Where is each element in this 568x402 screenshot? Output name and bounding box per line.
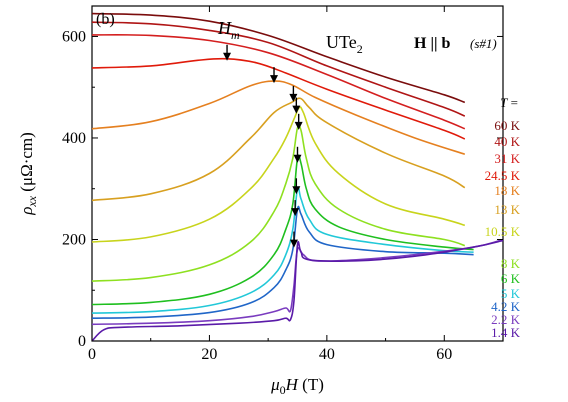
series-line-40-K: [91, 21, 466, 117]
y-tick-label-200: 200: [62, 231, 86, 248]
plot-frame: [91, 5, 504, 342]
series-line-10-5-K: [91, 106, 466, 243]
arrow-head-6: [292, 186, 301, 195]
series-line-18-K: [91, 80, 466, 155]
legend-labels: T = 60 K40 K 31 K 24.5 K18 K 13 K 10.5 K 8 K6 …: [485, 95, 521, 340]
y-tick-label-600: 600: [62, 28, 86, 45]
legend-label-40-K: 40 K: [494, 134, 520, 149]
y-axis-title: ρxx (μΩ·cm): [17, 132, 39, 216]
series-line-1-4-K: [91, 239, 504, 342]
x-tick-label-0: 0: [88, 346, 96, 363]
legend-label-31-K: 31 K: [494, 151, 520, 166]
arrow-head-1: [270, 75, 279, 84]
panel-label: (b): [96, 11, 115, 28]
y-tick-label-0: 0: [78, 333, 86, 350]
hm-label: Hm: [217, 18, 240, 42]
legend-label-10-5-K: 10.5 K: [485, 224, 521, 239]
series-line-4-2-K: [91, 205, 474, 319]
series-line-2-2-K: [91, 238, 504, 326]
x-tick-label-20: 20: [201, 346, 217, 363]
series-line-6-K: [91, 154, 474, 306]
series-line-5-K: [91, 186, 474, 314]
arrow-head-5: [293, 154, 302, 163]
arrow-head-8: [289, 239, 298, 248]
legend-label-6-K: 6 K: [501, 271, 521, 286]
legend-label-5-K: 5 K: [501, 286, 521, 301]
legend-label-60-K: 60 K: [494, 118, 520, 133]
arrow-layer: [223, 44, 303, 248]
annotation-layer: (b) Hm UTe2 H || b (s#1): [96, 11, 497, 56]
arrow-head-3: [292, 105, 301, 114]
x-axis-title: μ0H (T): [270, 375, 324, 397]
legend-label-4-2-K: 4.2 K: [491, 299, 521, 314]
series-layer: [91, 12, 504, 342]
series-line-8-K: [91, 124, 466, 282]
series-line-31-K: [91, 34, 466, 130]
legend-label-2-2-K: 2.2 K: [491, 312, 521, 327]
series-line-60-K: [91, 12, 466, 104]
material-label: UTe2: [326, 32, 363, 56]
legend-label-18-K: 18 K: [494, 183, 520, 198]
y-tick-label-400: 400: [62, 130, 86, 147]
arrow-head-4: [294, 121, 303, 130]
field-orientation-label: H || b: [414, 35, 450, 52]
legend-header: T =: [500, 95, 518, 110]
plot-area: [91, 5, 504, 342]
arrow-head-2: [289, 93, 298, 102]
series-line-13-K: [91, 97, 466, 202]
arrow-head-0: [223, 52, 232, 61]
legend-label-1-4-K: 1.4 K: [491, 325, 521, 340]
legend-label-13-K: 13 K: [494, 202, 520, 217]
sample-label: (s#1): [470, 36, 497, 51]
x-tick-label-60: 60: [436, 346, 452, 363]
arrow-head-7: [291, 208, 300, 217]
legend-label-8-K: 8 K: [501, 256, 521, 271]
series-line-24-5-K: [91, 57, 466, 140]
legend-label-24-5-K: 24.5 K: [485, 168, 521, 183]
x-tick-label-40: 40: [319, 346, 335, 363]
